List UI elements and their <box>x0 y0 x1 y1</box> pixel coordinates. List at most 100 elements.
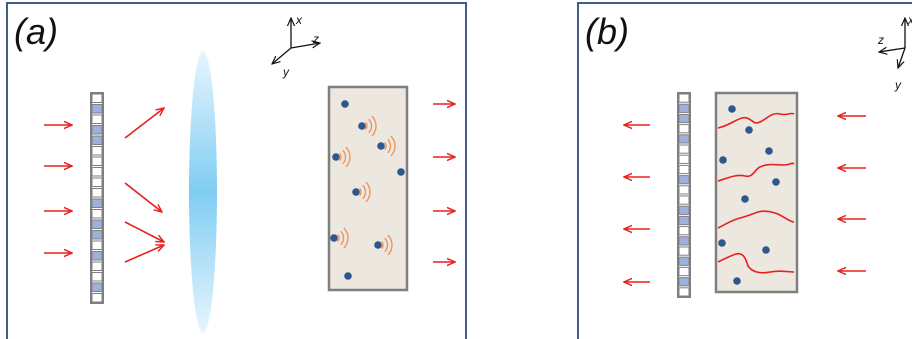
emission-wave-arc <box>387 234 393 256</box>
slm-pixel-off <box>91 167 103 177</box>
arrow-diff-1 <box>124 108 164 139</box>
fluorophore-dot <box>772 178 780 186</box>
emission-wave-arc <box>371 115 377 137</box>
slm-pixel-off <box>678 144 690 154</box>
axis-a-z-label: z <box>312 32 319 46</box>
slm-pixel-on <box>91 125 103 135</box>
emission-wave-arc <box>384 237 389 253</box>
fluorophore-dot <box>762 246 770 254</box>
scatter-path-1 <box>717 112 795 129</box>
emission-wave-arc <box>343 227 349 249</box>
panel-a-label: (a) <box>14 11 58 52</box>
emission-waves-a <box>336 115 396 256</box>
slm-frame <box>90 92 104 304</box>
axes-a: x z y <box>272 13 320 79</box>
slm-pixel-on <box>91 135 103 145</box>
slm-pixel-off <box>91 240 103 250</box>
panel-b-label: (b) <box>585 11 629 52</box>
emission-wave-arc <box>338 152 342 162</box>
sample-a <box>327 85 409 292</box>
emission-wave-arc <box>342 149 347 165</box>
slm-pixel-on <box>678 215 690 226</box>
axis-a-x-label: x <box>295 13 303 27</box>
scatter-path-2 <box>717 162 795 182</box>
slm-pixel-off <box>678 195 690 205</box>
slm-pixel-on <box>678 205 690 215</box>
slm-pixel-off <box>91 188 103 198</box>
axes-b: x z y <box>877 13 912 92</box>
arrow-diff-2 <box>124 182 162 212</box>
slm-pixel-on <box>91 219 103 229</box>
fluorophore-dot <box>741 195 749 203</box>
slm-pixel-off <box>91 261 103 271</box>
slm-pixel-off <box>678 226 690 236</box>
emission-wave-arc <box>380 240 384 250</box>
fluorophore-dot <box>332 153 340 161</box>
slm-pixel-on <box>91 230 103 240</box>
slm-pixel-off <box>678 287 690 297</box>
incident-arrows-a <box>44 125 72 253</box>
slm-frame <box>677 92 691 298</box>
axis-b-x-label: x <box>907 13 912 27</box>
slm-pixel-off <box>91 156 103 166</box>
slm-pixel-off <box>91 114 103 124</box>
emission-wave-arc <box>365 181 371 203</box>
emission-wave-arc <box>364 121 368 131</box>
emission-wave-arc <box>340 230 345 246</box>
slm-pixel-off <box>678 185 690 195</box>
fluorophore-dot <box>719 156 727 164</box>
slm-pixel-off <box>678 164 690 175</box>
fluorophore-dot <box>745 126 753 134</box>
axis-b-z-label: z <box>877 33 884 47</box>
scatter-path-3 <box>717 210 795 229</box>
emission-wave-arc <box>368 118 373 134</box>
fluorophore-dot <box>765 147 773 155</box>
slm-pixel-on <box>91 198 103 208</box>
slm-pixel-off <box>91 293 103 303</box>
output-arrows-b <box>624 125 650 282</box>
slm-pixel-on <box>91 104 103 114</box>
fluorophores-a <box>330 100 405 280</box>
slm-pixel-off <box>678 266 690 277</box>
fluorophore-dot <box>728 105 736 113</box>
incident-arrows-b <box>838 116 866 271</box>
slm-pixel-on <box>678 277 690 287</box>
slm-pixel-off <box>91 177 103 187</box>
slm-pixel-on <box>91 251 103 261</box>
slm-pixel-on <box>91 282 103 292</box>
fluorophore-dot <box>344 272 352 280</box>
emission-wave-arc <box>383 141 387 151</box>
slm-pixel-on <box>678 103 690 113</box>
emission-wave-arc <box>387 138 392 154</box>
fluorophore-dot <box>397 168 405 176</box>
arrow-diff-4 <box>124 245 164 263</box>
slm-pixel-on <box>678 113 690 124</box>
fluorophores-b <box>718 105 780 285</box>
axis-b-y-label: y <box>894 78 902 92</box>
slm-pixel-off <box>678 246 690 256</box>
emission-wave-arc <box>390 135 396 157</box>
fluorophore-dot <box>733 277 741 285</box>
slm-pixel-off <box>91 93 103 103</box>
slm-pixel-off <box>91 272 103 282</box>
panel-a: (a) x z y <box>6 2 467 339</box>
fluorophore-dot <box>341 100 349 108</box>
fluorophore-dot <box>358 122 366 130</box>
fluorophore-dot <box>377 142 385 150</box>
fluorophore-dot <box>352 188 360 196</box>
slm-a <box>90 92 104 304</box>
slm-pixel-off <box>91 146 103 156</box>
emission-wave-arc <box>345 146 351 168</box>
diffracted-arrows-a <box>124 108 164 263</box>
slm-pixel-on <box>678 236 690 246</box>
slm-pixel-on <box>678 175 690 185</box>
scatter-paths-b <box>717 112 795 274</box>
axis-a-y-label: y <box>282 65 290 79</box>
slm-pixel-on <box>678 256 690 266</box>
fluorophore-dot <box>718 239 726 247</box>
slm-pixel-off <box>91 209 103 219</box>
lens <box>189 51 217 333</box>
slm-pixel-on <box>678 134 690 144</box>
arrow-diff-3 <box>124 221 164 242</box>
